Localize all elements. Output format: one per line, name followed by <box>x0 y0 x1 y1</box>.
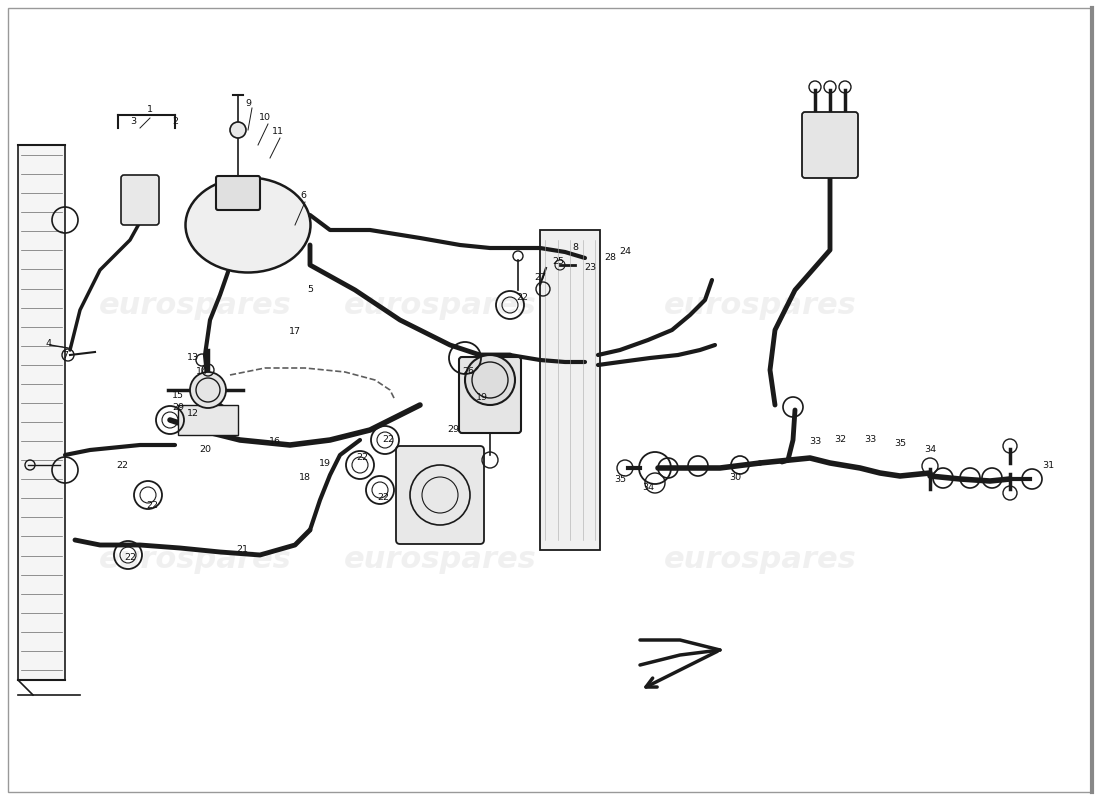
Text: 22: 22 <box>377 493 389 502</box>
Text: 22: 22 <box>382 435 394 445</box>
Text: eurospares: eurospares <box>99 290 292 319</box>
Text: 1: 1 <box>147 106 153 114</box>
FancyBboxPatch shape <box>459 357 521 433</box>
Text: 26: 26 <box>462 367 474 377</box>
Text: 35: 35 <box>894 438 906 447</box>
Text: 20: 20 <box>199 446 211 454</box>
Text: eurospares: eurospares <box>343 290 537 319</box>
Text: eurospares: eurospares <box>663 546 857 574</box>
Text: 7: 7 <box>62 351 68 361</box>
FancyBboxPatch shape <box>396 446 484 544</box>
Text: 31: 31 <box>1042 461 1054 470</box>
Text: 33: 33 <box>864 435 876 445</box>
Text: 4: 4 <box>45 338 51 347</box>
FancyBboxPatch shape <box>540 230 600 550</box>
FancyBboxPatch shape <box>121 175 160 225</box>
Text: 27: 27 <box>534 274 546 282</box>
Text: 21: 21 <box>236 546 248 554</box>
Text: eurospares: eurospares <box>663 290 857 319</box>
Text: 29: 29 <box>447 426 459 434</box>
Text: eurospares: eurospares <box>99 546 292 574</box>
Text: 34: 34 <box>924 446 936 454</box>
Text: 35: 35 <box>614 475 626 485</box>
Text: 3: 3 <box>130 118 136 126</box>
Text: 33: 33 <box>808 438 821 446</box>
Text: 34: 34 <box>642 483 654 493</box>
Text: 10: 10 <box>258 114 271 122</box>
FancyBboxPatch shape <box>178 405 238 435</box>
Circle shape <box>230 122 246 138</box>
Text: 14: 14 <box>196 367 208 377</box>
FancyBboxPatch shape <box>216 176 260 210</box>
Text: 17: 17 <box>289 327 301 337</box>
Text: 30: 30 <box>729 473 741 482</box>
Text: eurospares: eurospares <box>343 546 537 574</box>
Text: 5: 5 <box>307 286 314 294</box>
Text: 23: 23 <box>584 263 596 273</box>
Text: 19: 19 <box>476 394 488 402</box>
Text: 13: 13 <box>187 354 199 362</box>
Text: 24: 24 <box>619 247 631 257</box>
Ellipse shape <box>186 178 310 273</box>
Bar <box>18 145 65 680</box>
FancyBboxPatch shape <box>802 112 858 178</box>
Text: 8: 8 <box>572 243 578 253</box>
Text: 6: 6 <box>300 190 306 199</box>
Circle shape <box>465 355 515 405</box>
Text: 15: 15 <box>172 390 184 399</box>
Circle shape <box>190 372 226 408</box>
Text: 16: 16 <box>270 438 280 446</box>
Text: 22: 22 <box>116 461 128 470</box>
Text: 22: 22 <box>146 502 158 510</box>
Text: 11: 11 <box>272 127 284 137</box>
Text: 18: 18 <box>299 474 311 482</box>
Text: 28: 28 <box>604 254 616 262</box>
Text: 25: 25 <box>552 258 564 266</box>
Text: 9: 9 <box>245 98 251 107</box>
Text: 19: 19 <box>319 459 331 469</box>
Text: 2: 2 <box>172 118 178 126</box>
Text: 29: 29 <box>172 403 184 413</box>
Text: 32: 32 <box>834 435 846 445</box>
Text: 12: 12 <box>187 409 199 418</box>
Text: 22: 22 <box>124 553 136 562</box>
Text: 22: 22 <box>516 293 528 302</box>
Text: 22: 22 <box>356 454 369 462</box>
